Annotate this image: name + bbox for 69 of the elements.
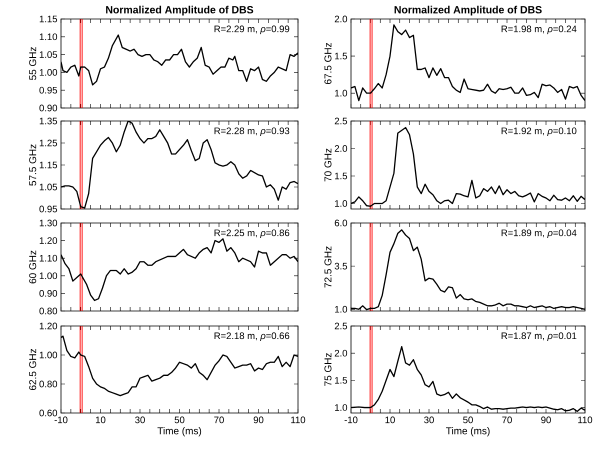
y-tick-label: 1.0 bbox=[335, 90, 348, 97]
y-tick-label: 1.00 bbox=[40, 69, 58, 76]
y-tick-label: 1.10 bbox=[40, 33, 58, 40]
annotation: R=2.25 m, ρ=0.86 bbox=[214, 229, 290, 238]
y-tick-label: 1.5 bbox=[335, 52, 348, 60]
x-tick-label: 10 bbox=[96, 416, 106, 424]
y-tick-label: 1.35 bbox=[40, 118, 58, 124]
y-tick-label: 1.20 bbox=[40, 322, 58, 330]
annotation: R=2.18 m, ρ=0.66 bbox=[214, 332, 290, 341]
x-tick-label: 50 bbox=[174, 416, 184, 424]
x-tick-label: 70 bbox=[214, 416, 224, 424]
y-tick-label: 1.00 bbox=[40, 352, 58, 358]
y-tick-label: 0.95 bbox=[39, 206, 58, 212]
y-tick-label: 1.0 bbox=[335, 306, 348, 313]
x-axis-title: Time (ms) bbox=[157, 427, 202, 436]
y-tick-label: 2.0 bbox=[334, 16, 348, 22]
annotation: R=2.28 m, ρ=0.93 bbox=[214, 127, 290, 136]
y-tick-label: 2.0 bbox=[334, 145, 348, 152]
y-tick-label: 0.60 bbox=[39, 410, 58, 416]
y-tick-label: 6.0 bbox=[334, 220, 348, 226]
x-tick-label: 90 bbox=[254, 416, 264, 424]
y-tick-label: 1.30 bbox=[40, 220, 58, 226]
x-tick-label: 70 bbox=[502, 416, 512, 424]
y-tick-label: 1.10 bbox=[40, 254, 58, 262]
y-tick-label: 0.90 bbox=[39, 290, 58, 297]
y-tick-label: 1.15 bbox=[40, 162, 58, 168]
chart-title: Normalized Amplitude of DBS bbox=[106, 6, 254, 16]
annotation: R=2.29 m, ρ=0.99 bbox=[214, 26, 290, 34]
x-tick-label: 30 bbox=[135, 416, 145, 424]
x-tick-label: 50 bbox=[463, 416, 473, 424]
y-tick-label: 1.5 bbox=[335, 172, 348, 180]
y-tick-label: 1.15 bbox=[40, 16, 58, 22]
y-axis-title: 62.5 GHz bbox=[29, 348, 36, 390]
x-tick-label: 10 bbox=[385, 416, 395, 424]
y-tick-label: 1.0 bbox=[335, 200, 348, 207]
x-tick-label: 110 bbox=[291, 416, 306, 424]
y-tick-label: 1.00 bbox=[40, 272, 58, 280]
x-tick-label: -10 bbox=[54, 416, 68, 424]
y-tick-label: 1.5 bbox=[335, 377, 348, 384]
y-axis-title: 72.5 GHz bbox=[324, 246, 332, 288]
y-tick-label: 1.05 bbox=[40, 51, 58, 58]
y-axis-title: 70 GHz bbox=[324, 148, 332, 182]
y-tick-label: 1.0 bbox=[335, 404, 348, 411]
chart-title: Normalized Amplitude of DBS bbox=[394, 6, 542, 16]
x-tick-label: -10 bbox=[344, 416, 358, 424]
annotation: R=1.89 m, ρ=0.04 bbox=[502, 229, 577, 238]
y-tick-label: 1.20 bbox=[40, 237, 58, 244]
y-tick-label: 3.5 bbox=[334, 262, 348, 270]
y-tick-label: 0.80 bbox=[39, 308, 58, 314]
y-axis-title: 67.5 GHz bbox=[324, 42, 332, 84]
x-axis-title: Time (ms) bbox=[446, 427, 490, 436]
y-axis-title: 60 GHz bbox=[29, 250, 36, 284]
y-axis-title: 57.5 GHz bbox=[29, 144, 36, 186]
x-tick-label: 30 bbox=[424, 416, 434, 424]
y-tick-label: 2.5 bbox=[334, 118, 348, 124]
y-tick-label: 1.25 bbox=[40, 140, 58, 146]
y-tick-label: 1.05 bbox=[40, 184, 58, 190]
y-tick-label: 2.0 bbox=[334, 350, 348, 357]
y-tick-label: 2.5 bbox=[334, 322, 348, 330]
y-tick-label: 0.95 bbox=[39, 86, 58, 94]
annotation: R=1.87 m, ρ=0.01 bbox=[502, 332, 576, 341]
x-tick-label: 90 bbox=[541, 416, 551, 424]
y-tick-label: 0.80 bbox=[39, 380, 58, 388]
x-tick-label: 110 bbox=[578, 416, 592, 424]
y-axis-title: 55 GHz bbox=[29, 47, 36, 80]
annotation: R=1.98 m, ρ=0.24 bbox=[502, 26, 577, 34]
annotation: R=1.92 m, ρ=0.10 bbox=[502, 127, 576, 136]
y-tick-label: 0.90 bbox=[39, 104, 58, 112]
y-axis-title: 75 GHz bbox=[324, 353, 332, 386]
